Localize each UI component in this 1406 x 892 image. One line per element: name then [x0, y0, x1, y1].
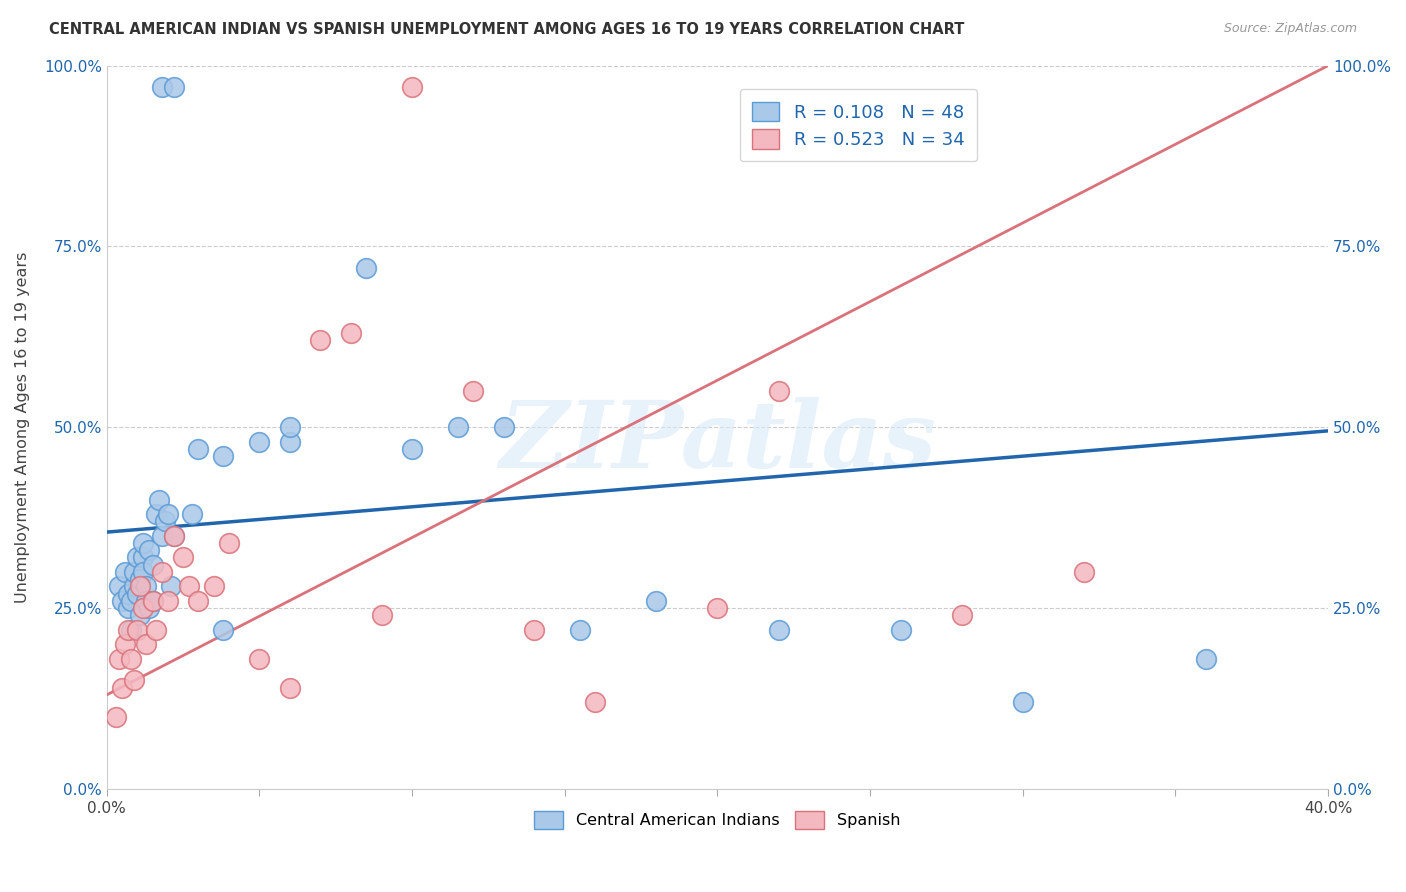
Point — [132, 601, 155, 615]
Point — [523, 623, 546, 637]
Point — [129, 579, 152, 593]
Point — [187, 442, 209, 456]
Point — [153, 514, 176, 528]
Point — [145, 623, 167, 637]
Point — [447, 420, 470, 434]
Point — [122, 565, 145, 579]
Point — [122, 579, 145, 593]
Point — [150, 565, 173, 579]
Point — [117, 623, 139, 637]
Point — [211, 449, 233, 463]
Point — [768, 623, 790, 637]
Point — [142, 594, 165, 608]
Point — [370, 608, 392, 623]
Point — [111, 681, 134, 695]
Point — [135, 594, 157, 608]
Point — [492, 420, 515, 434]
Point — [117, 586, 139, 600]
Point — [120, 651, 142, 665]
Point — [401, 80, 423, 95]
Point — [150, 80, 173, 95]
Point — [278, 681, 301, 695]
Point — [181, 507, 204, 521]
Point — [340, 326, 363, 341]
Point — [127, 586, 149, 600]
Point — [249, 651, 271, 665]
Point — [1073, 565, 1095, 579]
Point — [211, 623, 233, 637]
Point — [249, 434, 271, 449]
Point — [127, 623, 149, 637]
Point — [950, 608, 973, 623]
Point — [135, 579, 157, 593]
Text: CENTRAL AMERICAN INDIAN VS SPANISH UNEMPLOYMENT AMONG AGES 16 TO 19 YEARS CORREL: CENTRAL AMERICAN INDIAN VS SPANISH UNEMP… — [49, 22, 965, 37]
Point — [401, 442, 423, 456]
Point — [135, 637, 157, 651]
Point — [768, 384, 790, 398]
Point — [1195, 651, 1218, 665]
Point — [1011, 695, 1033, 709]
Point — [172, 550, 194, 565]
Point — [160, 579, 183, 593]
Point — [706, 601, 728, 615]
Point — [108, 651, 131, 665]
Point — [132, 536, 155, 550]
Text: Source: ZipAtlas.com: Source: ZipAtlas.com — [1223, 22, 1357, 36]
Point — [163, 80, 186, 95]
Point — [890, 623, 912, 637]
Point — [138, 601, 160, 615]
Point — [278, 434, 301, 449]
Point — [114, 637, 136, 651]
Point — [187, 594, 209, 608]
Y-axis label: Unemployment Among Ages 16 to 19 years: Unemployment Among Ages 16 to 19 years — [15, 252, 30, 603]
Point — [218, 536, 240, 550]
Point — [278, 420, 301, 434]
Point — [117, 601, 139, 615]
Point — [104, 709, 127, 723]
Point — [163, 529, 186, 543]
Point — [645, 594, 668, 608]
Point — [179, 579, 201, 593]
Point — [122, 673, 145, 688]
Point — [202, 579, 225, 593]
Point — [132, 565, 155, 579]
Point — [108, 579, 131, 593]
Point — [142, 558, 165, 572]
Point — [309, 334, 332, 348]
Point — [145, 507, 167, 521]
Point — [127, 550, 149, 565]
Point — [111, 594, 134, 608]
Point — [138, 543, 160, 558]
Point — [129, 608, 152, 623]
Point — [120, 623, 142, 637]
Point — [148, 492, 170, 507]
Legend: Central American Indians, Spanish: Central American Indians, Spanish — [529, 805, 907, 835]
Point — [120, 594, 142, 608]
Point — [132, 550, 155, 565]
Point — [583, 695, 606, 709]
Point — [569, 623, 592, 637]
Point — [114, 565, 136, 579]
Point — [163, 529, 186, 543]
Point — [142, 594, 165, 608]
Point — [156, 507, 179, 521]
Point — [150, 529, 173, 543]
Point — [463, 384, 485, 398]
Point — [156, 594, 179, 608]
Point — [129, 572, 152, 586]
Text: ZIPatlas: ZIPatlas — [499, 397, 936, 487]
Point — [356, 261, 378, 276]
